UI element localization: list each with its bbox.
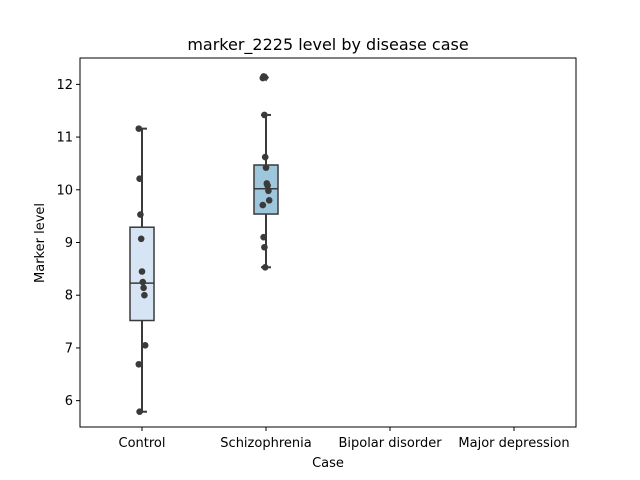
data-point — [261, 111, 268, 119]
data-point — [141, 341, 149, 349]
data-point — [261, 243, 268, 251]
data-point — [136, 408, 143, 416]
data-point — [260, 233, 267, 241]
data-point — [262, 164, 270, 171]
data-point — [261, 153, 269, 161]
data-point — [140, 284, 147, 292]
y-tick-label: 6 — [65, 394, 73, 409]
data-point — [260, 73, 267, 80]
y-tick-label: 11 — [56, 131, 73, 146]
data-point — [261, 263, 269, 271]
y-tick-label: 8 — [65, 289, 73, 304]
x-tick-label: Control — [119, 436, 166, 451]
data-point — [139, 278, 147, 286]
data-point — [135, 125, 143, 132]
x-tick-label: Bipolar disorder — [338, 436, 442, 451]
data-point — [137, 235, 145, 243]
y-tick-label: 12 — [56, 78, 73, 93]
data-point — [259, 201, 267, 209]
y-tick-label: 10 — [56, 183, 73, 198]
data-point — [265, 187, 272, 195]
plot-area: 6 7 8 9 10 11 12 Control Schizophrenia Bipolar di… — [56, 57, 577, 451]
chart-title: marker_2225 level by disease case — [187, 35, 468, 55]
x-tick-label: Schizophrenia — [220, 436, 311, 451]
y-tick-label: 7 — [65, 341, 73, 356]
data-point — [135, 360, 143, 368]
data-point — [141, 291, 148, 299]
data-point — [264, 182, 271, 189]
y-axis-label: Marker level — [33, 203, 48, 283]
x-axis-label: Case — [312, 456, 344, 471]
plot-frame — [79, 57, 577, 428]
y-tick-label: 9 — [65, 236, 73, 251]
x-tick-label: Major depression — [458, 436, 569, 451]
data-point — [265, 197, 273, 204]
data-point — [137, 211, 144, 218]
data-point — [136, 175, 143, 183]
data-point — [138, 268, 146, 275]
